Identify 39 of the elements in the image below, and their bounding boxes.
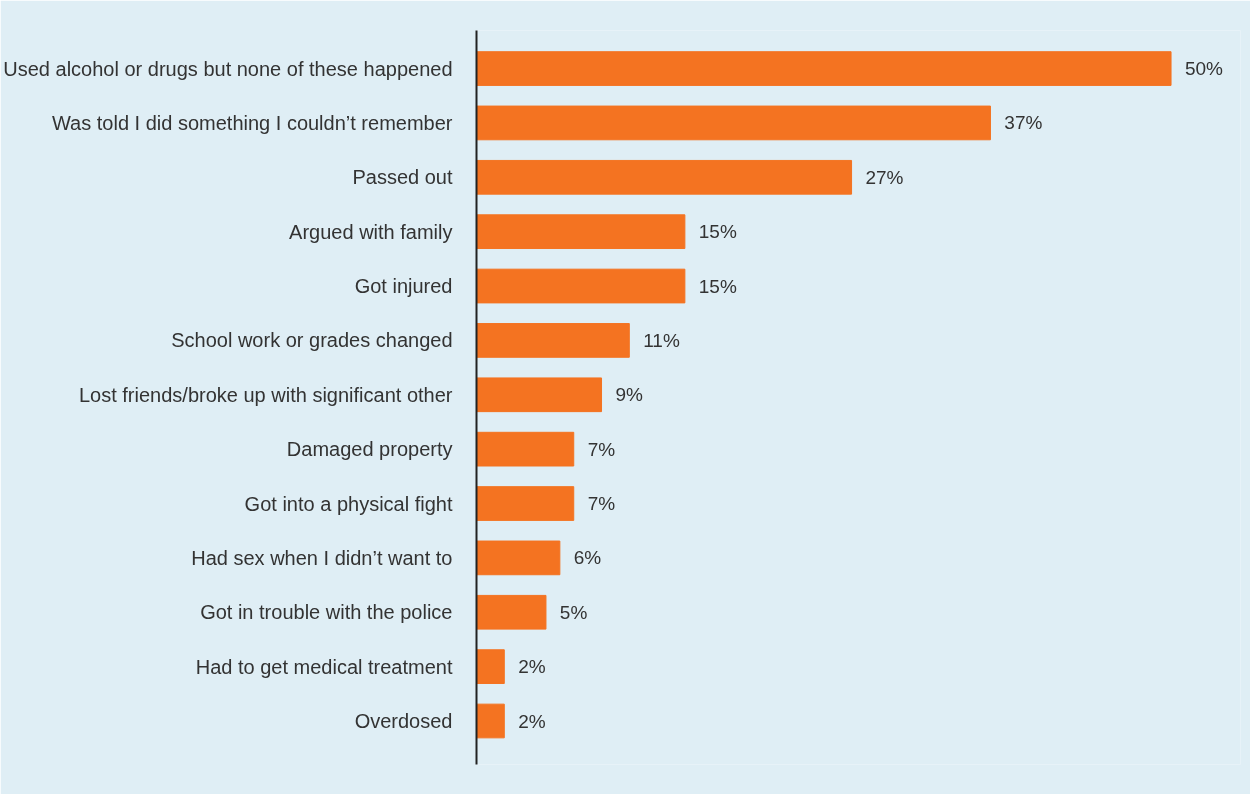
y-tick-label: Was told I did something I couldn’t remember [51, 111, 453, 134]
data-label: 37% [1004, 112, 1043, 134]
y-tick-label: Used alcohol or drugs but none of these happened [3, 57, 453, 80]
y-tick-label: School work or grades changed [171, 329, 453, 352]
data-label: 6% [573, 547, 602, 569]
y-tick-label: Passed out [352, 166, 453, 189]
y-tick-label: Got in trouble with the police [200, 601, 453, 624]
bar [476, 649, 505, 684]
data-label: 2% [518, 656, 546, 678]
data-label: 2% [518, 710, 546, 732]
data-label: 9% [615, 384, 643, 406]
bar [476, 214, 686, 250]
bar [476, 431, 575, 467]
data-label: 7% [587, 438, 616, 460]
bar [476, 703, 505, 739]
data-label: 50% [1184, 58, 1224, 80]
data-label: 27% [865, 166, 904, 188]
bar [476, 594, 547, 630]
y-tick-label: Got into a physical fight [244, 492, 453, 515]
y-tick-label: Overdosed [354, 710, 453, 732]
data-label: 15% [698, 275, 737, 297]
y-tick-label: Lost friends/broke up with significant other [78, 383, 453, 406]
data-label: 11% [643, 329, 680, 351]
y-tick-label: Had sex when I didn’t want to [191, 546, 453, 569]
y-tick-label: Had to get medical treatment [195, 655, 453, 678]
bar [476, 159, 853, 195]
y-tick-label: Got injured [354, 275, 453, 298]
y-tick-label: Argued with family [289, 220, 453, 243]
bar [476, 105, 991, 141]
bar [476, 51, 1172, 86]
bar [476, 540, 561, 576]
bar [476, 377, 603, 413]
data-label: 7% [587, 493, 616, 515]
bar [476, 268, 686, 304]
data-label: 5% [559, 601, 588, 623]
bar [476, 323, 630, 358]
bar [476, 486, 575, 521]
data-label: 15% [698, 221, 737, 243]
y-tick-label: Damaged property [286, 438, 453, 461]
